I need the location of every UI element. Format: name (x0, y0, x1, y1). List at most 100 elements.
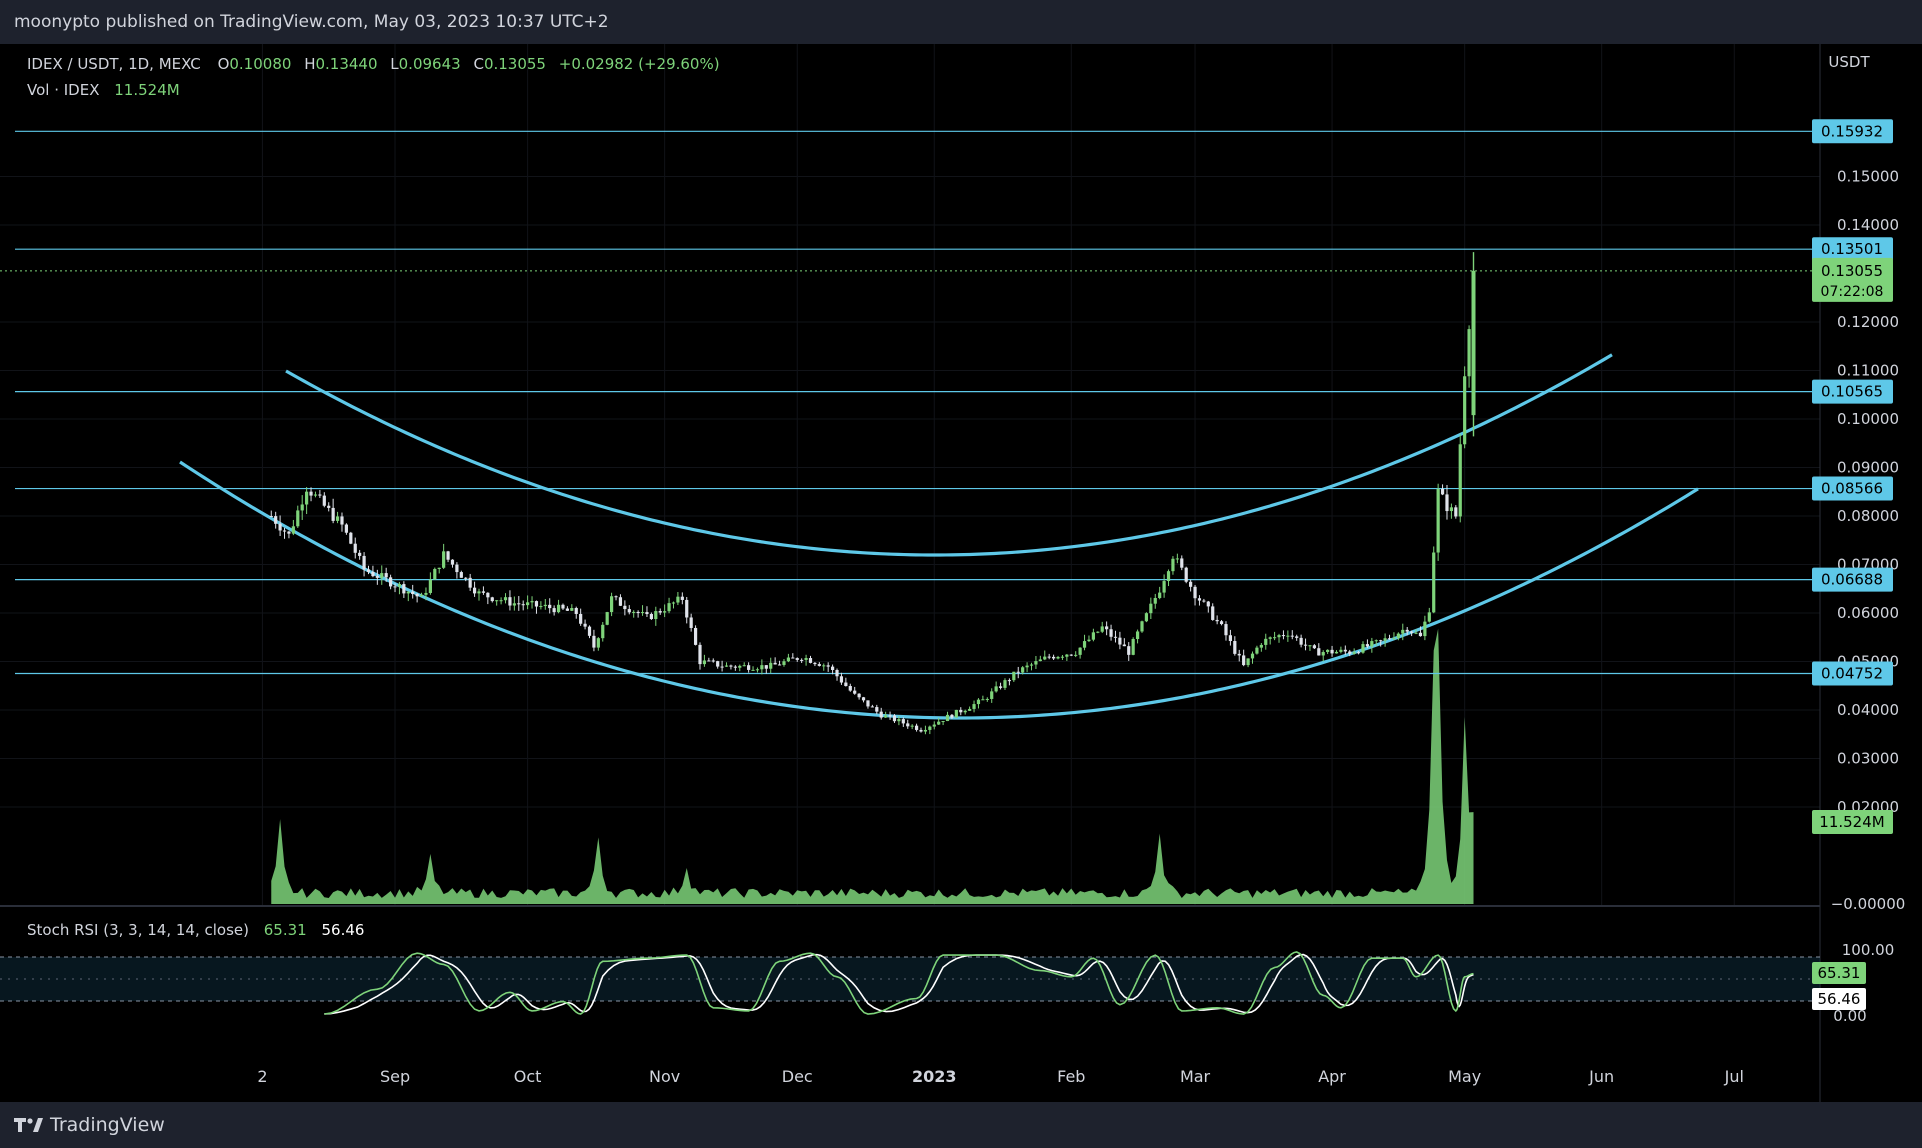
candle-body (1436, 488, 1440, 553)
candle-body (968, 708, 972, 711)
candle-body (693, 627, 698, 645)
candle-body (897, 719, 901, 722)
candle-body (287, 531, 291, 534)
candle-body (614, 596, 618, 598)
candle-body (1379, 640, 1383, 642)
candle-body (1370, 641, 1374, 647)
candle-body (389, 577, 393, 587)
candle-body (654, 611, 658, 620)
candle-body (875, 707, 879, 712)
candle-body (1410, 631, 1414, 633)
lower-cup-arc (179, 460, 1699, 720)
candle-body (990, 691, 994, 699)
candle-body (1449, 507, 1453, 512)
candle-body (800, 659, 804, 661)
legend-close: 0.13055 (484, 55, 546, 73)
candle-body (724, 665, 729, 667)
candle-body (1118, 637, 1122, 645)
candle-body (1312, 645, 1316, 649)
candle-body (1440, 488, 1445, 495)
candle-body (667, 603, 671, 612)
candle-body (486, 592, 490, 598)
chart-canvas[interactable]: IDEX / USDT, 1D, MEXC O0.10080 H0.13440 … (0, 44, 1922, 1102)
candle-body (366, 569, 371, 572)
level-badge-label: 0.06688 (1821, 571, 1883, 589)
candle-body (1383, 638, 1387, 641)
candle-body (1414, 632, 1418, 634)
candle-body (764, 665, 768, 669)
candle-body (769, 662, 773, 669)
candle-body (954, 709, 958, 718)
candle-body (1295, 636, 1299, 638)
candle-body (384, 573, 388, 578)
candle-body (459, 572, 463, 578)
stoch-band (0, 957, 1820, 1001)
candle-body (583, 623, 587, 627)
candle-body (1365, 644, 1370, 647)
candle-body (945, 714, 950, 722)
legend-change: +0.02982 (+29.60%) (559, 55, 720, 73)
candle-body (543, 604, 547, 607)
tradingview-logo-text: TradingView (50, 1114, 165, 1136)
time-tick-label: Nov (649, 1067, 680, 1086)
candle-body (1096, 631, 1100, 633)
candle-body (910, 725, 914, 727)
level-badge (1812, 476, 1893, 501)
candle-body (861, 697, 866, 701)
candle-body (605, 612, 609, 625)
candle-body (623, 605, 627, 610)
candle-body (574, 608, 578, 614)
time-tick-label: 2 (257, 1067, 267, 1086)
candle-body (393, 586, 397, 588)
candle-body (1206, 601, 1210, 607)
candle-body (1255, 647, 1259, 654)
candle-body (1242, 655, 1246, 666)
candle-body (415, 594, 419, 597)
candle-body (1144, 613, 1149, 622)
candle-body (1339, 649, 1343, 652)
candle-body (870, 706, 874, 708)
last-candle-body (1471, 270, 1476, 416)
candle-body (1202, 600, 1206, 602)
candle-body (985, 698, 989, 700)
candle-body (923, 729, 928, 732)
candle-body (1127, 646, 1131, 655)
candle-body (1122, 644, 1126, 647)
candle-body (1326, 649, 1330, 653)
candle-body (1021, 667, 1025, 673)
candle-body (353, 543, 357, 553)
price-tick-label: 0.14000 (1837, 216, 1899, 234)
candle-body (1065, 654, 1069, 657)
candle-body (335, 516, 340, 521)
candle-body (1352, 652, 1356, 654)
candle-body (397, 584, 402, 587)
candle-body (1180, 558, 1184, 568)
candle-body (1250, 653, 1255, 659)
legend-high-label: H (304, 55, 315, 73)
candle-body (733, 666, 737, 668)
price-tick-label: 0.06000 (1837, 604, 1899, 622)
last-price-badge (1812, 257, 1893, 302)
candle-body (848, 686, 852, 691)
candle-body (773, 662, 777, 665)
candle-body (892, 715, 897, 722)
legend-vol-value: 11.524M (114, 81, 179, 99)
candle-body (676, 596, 680, 603)
candle-body (340, 516, 344, 525)
candle-body (1003, 680, 1007, 688)
candle-body (729, 665, 733, 667)
tradingview-logo[interactable]: TradingView (14, 1114, 165, 1136)
candle-body (795, 658, 799, 660)
candle-body (1149, 603, 1153, 614)
legend-volume-row: Vol · IDEX 11.524M (27, 81, 180, 99)
time-axis[interactable]: 2 Sep Oct Nov Dec 2023 Feb Mar Apr May Jun Jul (257, 1067, 1744, 1086)
level-badge (1812, 567, 1893, 592)
candle-body (831, 666, 835, 670)
candle-body (309, 491, 313, 496)
grid-lines (0, 44, 1820, 906)
candle-body (1184, 567, 1188, 582)
candle-body (826, 665, 830, 667)
candle-body (1158, 592, 1162, 599)
last-price-value: 0.13055 (1821, 262, 1883, 280)
candle-body (1259, 644, 1263, 648)
